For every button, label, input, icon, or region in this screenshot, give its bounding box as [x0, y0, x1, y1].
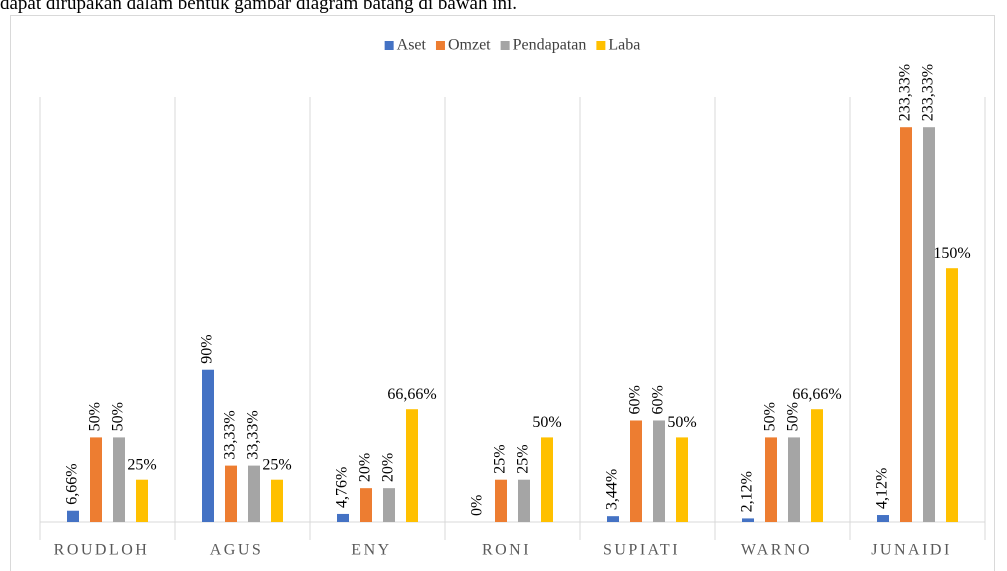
bar — [383, 488, 395, 522]
data-label: 66,66% — [792, 386, 841, 403]
bar — [765, 437, 777, 522]
bar — [607, 516, 619, 522]
data-label: 50% — [762, 402, 779, 431]
bar — [653, 420, 665, 522]
data-label: 4,76% — [334, 467, 351, 508]
x-tick-label: ENY — [351, 542, 391, 559]
data-label: 60% — [650, 385, 667, 414]
bar — [337, 513, 349, 522]
data-label: 0% — [469, 495, 486, 516]
data-label: 25% — [127, 456, 156, 473]
legend-swatch — [596, 41, 606, 50]
x-tick-label: WARNO — [741, 542, 812, 559]
bar — [630, 420, 642, 522]
data-label: 50% — [110, 402, 127, 431]
data-label: 2,12% — [739, 471, 756, 512]
legend-swatch — [500, 41, 510, 50]
bar — [742, 518, 754, 522]
legend-swatch — [435, 41, 445, 50]
data-label: 3,44% — [604, 469, 621, 510]
bar — [946, 268, 958, 522]
data-label: 50% — [785, 402, 802, 431]
bar — [248, 465, 260, 522]
bar — [136, 479, 148, 522]
data-label: 150% — [933, 245, 970, 262]
bar — [90, 437, 102, 522]
data-label: 25% — [515, 444, 532, 473]
bar — [271, 479, 283, 522]
bar — [877, 515, 889, 522]
legend-label: Omzet — [448, 37, 491, 54]
x-tick-label: ROUDLOH — [54, 542, 150, 559]
legend-swatch — [384, 41, 394, 50]
data-label: 4,12% — [874, 468, 891, 509]
bar — [900, 127, 912, 523]
legend-label: Laba — [608, 37, 640, 54]
data-label: 50% — [532, 414, 561, 431]
bar — [811, 409, 823, 522]
x-tick-label: JUNAIDI — [871, 542, 952, 559]
data-label: 233,33% — [920, 64, 937, 121]
legend-label: Aset — [397, 37, 427, 54]
x-tick-label: RONI — [482, 542, 531, 559]
x-tick-label: SUPIATI — [603, 542, 680, 559]
data-label: 90% — [199, 334, 216, 363]
data-label: 25% — [492, 444, 509, 473]
data-label: 50% — [667, 414, 696, 431]
bar — [541, 437, 553, 522]
bar — [113, 437, 125, 522]
caption: dapat dirupakan dalam bentuk gambar diag… — [0, 0, 517, 14]
bar — [225, 465, 237, 522]
bar — [406, 409, 418, 522]
data-label: 20% — [357, 453, 374, 482]
bar — [676, 437, 688, 522]
bar — [923, 127, 935, 523]
data-label: 66,66% — [387, 386, 436, 403]
data-label: 6,66% — [64, 463, 81, 504]
chart-frame — [10, 15, 995, 571]
data-label: 33,33% — [222, 410, 239, 459]
bar — [67, 510, 79, 522]
bar — [788, 437, 800, 522]
data-label: 50% — [87, 402, 104, 431]
bar — [202, 369, 214, 522]
legend-label: Pendapatan — [513, 37, 587, 54]
data-label: 60% — [627, 385, 644, 414]
x-tick-label: AGUS — [210, 542, 264, 559]
data-label: 20% — [380, 453, 397, 482]
bar — [518, 479, 530, 522]
bar — [360, 488, 372, 522]
data-label: 25% — [262, 456, 291, 473]
data-label: 233,33% — [897, 64, 914, 121]
data-label: 33,33% — [245, 410, 262, 459]
bar — [495, 479, 507, 522]
